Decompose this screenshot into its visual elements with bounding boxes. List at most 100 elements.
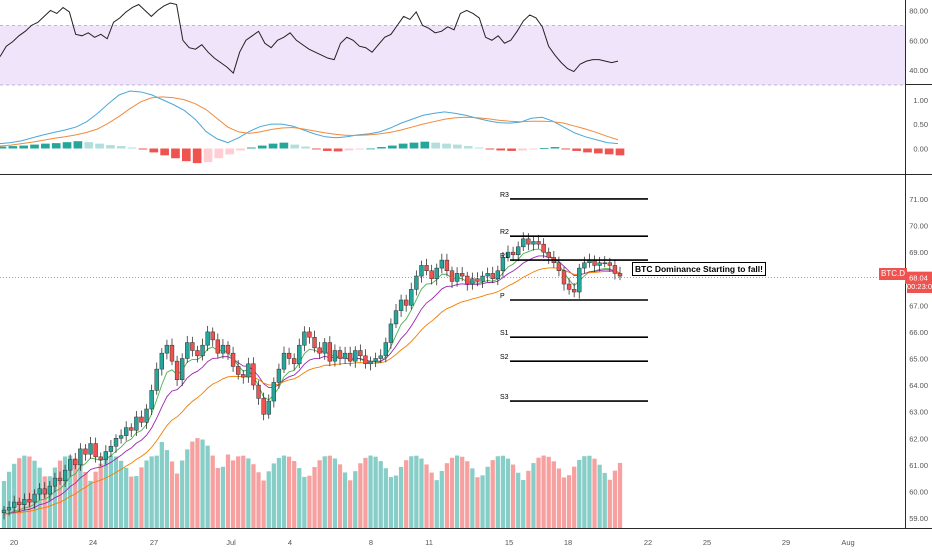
- candle-body: [67, 459, 73, 471]
- volume-bar: [602, 472, 607, 528]
- macd-tick-label: 0.50: [913, 120, 928, 129]
- macd-histogram-bar: [149, 148, 159, 153]
- macd-histogram-bar: [507, 148, 516, 151]
- macd-histogram-bar: [615, 148, 625, 156]
- countdown-tag: 00:23:02: [907, 281, 932, 293]
- candle-body: [241, 374, 246, 378]
- volume-bar: [261, 480, 266, 528]
- macd-histogram-bar: [561, 148, 571, 150]
- macd-histogram-bar: [528, 148, 538, 150]
- candle-body: [577, 267, 582, 293]
- macd-histogram-bar: [377, 147, 386, 149]
- volume-bar: [225, 454, 231, 528]
- candle-body: [291, 358, 297, 365]
- volume-bar: [266, 471, 271, 528]
- candle-body: [251, 363, 256, 386]
- volume-bar: [292, 461, 297, 528]
- macd-histogram-bar: [127, 147, 137, 149]
- symbol-price-tag: BTC.D: [879, 268, 907, 280]
- pivot-label: R3: [500, 192, 509, 199]
- volume-bar: [368, 455, 373, 528]
- volume-bar: [342, 472, 348, 528]
- volume-bar: [83, 471, 88, 528]
- candle-body: [169, 344, 175, 362]
- ema-purple-line: [3, 255, 621, 515]
- candle-body: [347, 352, 353, 362]
- volume-bar: [139, 467, 144, 528]
- volume-bar: [587, 455, 592, 528]
- candle-body: [414, 275, 419, 290]
- volume-bar: [363, 457, 368, 528]
- macd-histogram-bar: [247, 147, 256, 149]
- volume-bar: [485, 466, 490, 528]
- candle-body: [185, 342, 190, 359]
- candle-body: [510, 251, 516, 256]
- volume-bar: [617, 462, 623, 528]
- time-tick-label: 15: [505, 538, 513, 547]
- macd-line: [0, 90, 619, 145]
- volume-bar: [521, 479, 526, 528]
- price-tick-label: 71.00: [909, 195, 928, 204]
- rsi-tick-label: 80.00: [909, 6, 928, 15]
- candle-body: [159, 352, 165, 370]
- macd-histogram-bar: [73, 141, 83, 149]
- last-price-badge: [905, 271, 932, 284]
- macd-histogram-bar: [51, 143, 61, 149]
- candle-body: [521, 238, 526, 248]
- volume-bar: [220, 466, 226, 528]
- volume-bar: [149, 456, 154, 528]
- candle-body: [246, 363, 251, 378]
- candle-body: [480, 275, 485, 282]
- macd-histogram-bar: [398, 143, 408, 149]
- candle-body: [393, 310, 399, 325]
- volume-bar: [556, 468, 562, 528]
- time-tick-label: 20: [10, 538, 18, 547]
- price-tick-label: 61.00: [909, 461, 928, 470]
- annotation-callout[interactable]: BTC Dominance Starting to fall!: [632, 262, 766, 276]
- candle-body: [368, 360, 373, 365]
- candle-body: [32, 493, 37, 503]
- candle-body: [27, 499, 32, 503]
- volume-bar: [531, 463, 536, 528]
- candle-body: [475, 278, 480, 282]
- candle-body: [470, 278, 475, 285]
- candle-body: [353, 350, 358, 362]
- candle-body: [17, 501, 22, 505]
- macd-histogram-bar: [593, 148, 603, 154]
- candle-body: [276, 368, 282, 383]
- candle-body: [485, 273, 490, 277]
- candle-body: [531, 241, 536, 245]
- pivot-label: P: [500, 293, 505, 300]
- candle-body: [617, 273, 623, 277]
- macd-histogram-bar: [30, 144, 39, 149]
- candle-body: [190, 342, 195, 351]
- macd-histogram-bar: [41, 143, 50, 149]
- macd-histogram-bar: [604, 148, 614, 155]
- volume-bar: [373, 456, 378, 528]
- volume-bar: [460, 456, 465, 528]
- candle-body: [602, 262, 607, 265]
- volume-bar: [159, 441, 164, 528]
- macd-histogram-bar: [431, 142, 441, 149]
- price-tick-label: 63.00: [909, 408, 928, 417]
- candle-body: [312, 336, 317, 349]
- candle-body: [556, 262, 562, 271]
- volume-bar: [454, 455, 460, 528]
- volume-bar: [200, 439, 205, 528]
- candle-body: [607, 262, 613, 266]
- volume-bar: [286, 456, 292, 528]
- candle-body: [322, 342, 327, 354]
- volume-bar: [561, 477, 567, 528]
- price-tick-label: 65.00: [909, 354, 928, 363]
- volume-bar: [98, 463, 103, 528]
- macd-histogram-bar: [453, 144, 462, 149]
- last-price-label: 68.04: [909, 274, 928, 283]
- candle-body: [11, 501, 17, 508]
- candle-body: [429, 270, 434, 279]
- volume-bar: [103, 458, 108, 528]
- candle-body: [235, 366, 241, 375]
- macd-histogram-bar: [387, 145, 397, 149]
- macd-histogram-bar: [322, 148, 332, 151]
